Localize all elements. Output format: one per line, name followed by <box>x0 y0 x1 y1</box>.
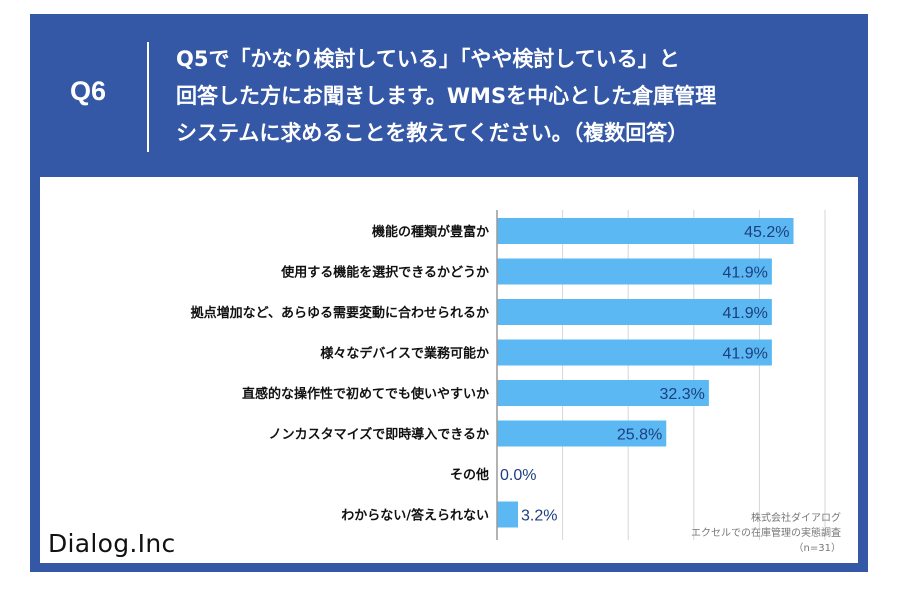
header-divider <box>147 42 149 152</box>
category-label: わからない/答えられない <box>341 508 489 524</box>
value-label: 0.0% <box>500 467 536 484</box>
value-label: 41.9% <box>722 346 767 363</box>
bar <box>497 501 518 528</box>
question-text: Q5で「かなり検討している」「やや検討している」と 回答した方にお聞きします。W… <box>176 41 836 152</box>
question-line-3: システムに求めることを教えてください。（複数回答） <box>176 121 689 145</box>
category-label: 機能の種類が豊富か <box>372 224 489 240</box>
value-label: 3.2% <box>521 508 557 525</box>
category-label: 様々なデバイスで業務可能か <box>320 346 489 362</box>
value-label: 25.8% <box>617 427 662 444</box>
source-company: 株式会社ダイアログ <box>751 513 841 524</box>
question-number: Q6 <box>70 76 107 106</box>
category-label: 使用する機能を選択できるかどうか <box>280 265 489 281</box>
value-label: 41.9% <box>722 265 767 282</box>
bar <box>497 339 772 366</box>
value-label: 32.3% <box>660 386 705 403</box>
value-label: 41.9% <box>722 305 767 322</box>
question-line-1: Q5で「かなり検討している」「やや検討している」と <box>176 47 680 71</box>
question-header: Q6 Q5で「かなり検討している」「やや検討している」と 回答した方にお聞きしま… <box>30 14 868 177</box>
source-note: 株式会社ダイアログ エクセルでの在庫管理の実態調査 （n=31） <box>691 511 841 556</box>
bar <box>497 258 772 285</box>
category-label: その他 <box>450 467 489 483</box>
bar <box>497 299 772 325</box>
source-sample-size: （n=31） <box>793 543 841 554</box>
bar <box>497 420 667 447</box>
bar <box>497 218 794 244</box>
source-survey: エクセルでの在庫管理の実態調査 <box>691 528 841 539</box>
value-label: 45.2% <box>744 224 789 241</box>
bar <box>497 380 709 406</box>
category-label: 直感的な操作性で初めてでも使いやすいか <box>242 386 489 402</box>
category-label: ノンカスタマイズで即時導入できるか <box>269 427 489 443</box>
question-line-2: 回答した方にお聞きします。WMSを中心とした倉庫管理 <box>176 84 717 108</box>
company-logo: Dialog.Inc <box>48 529 176 558</box>
category-label: 拠点増加など、あらゆる需要変動に合わせられるか <box>191 305 489 321</box>
